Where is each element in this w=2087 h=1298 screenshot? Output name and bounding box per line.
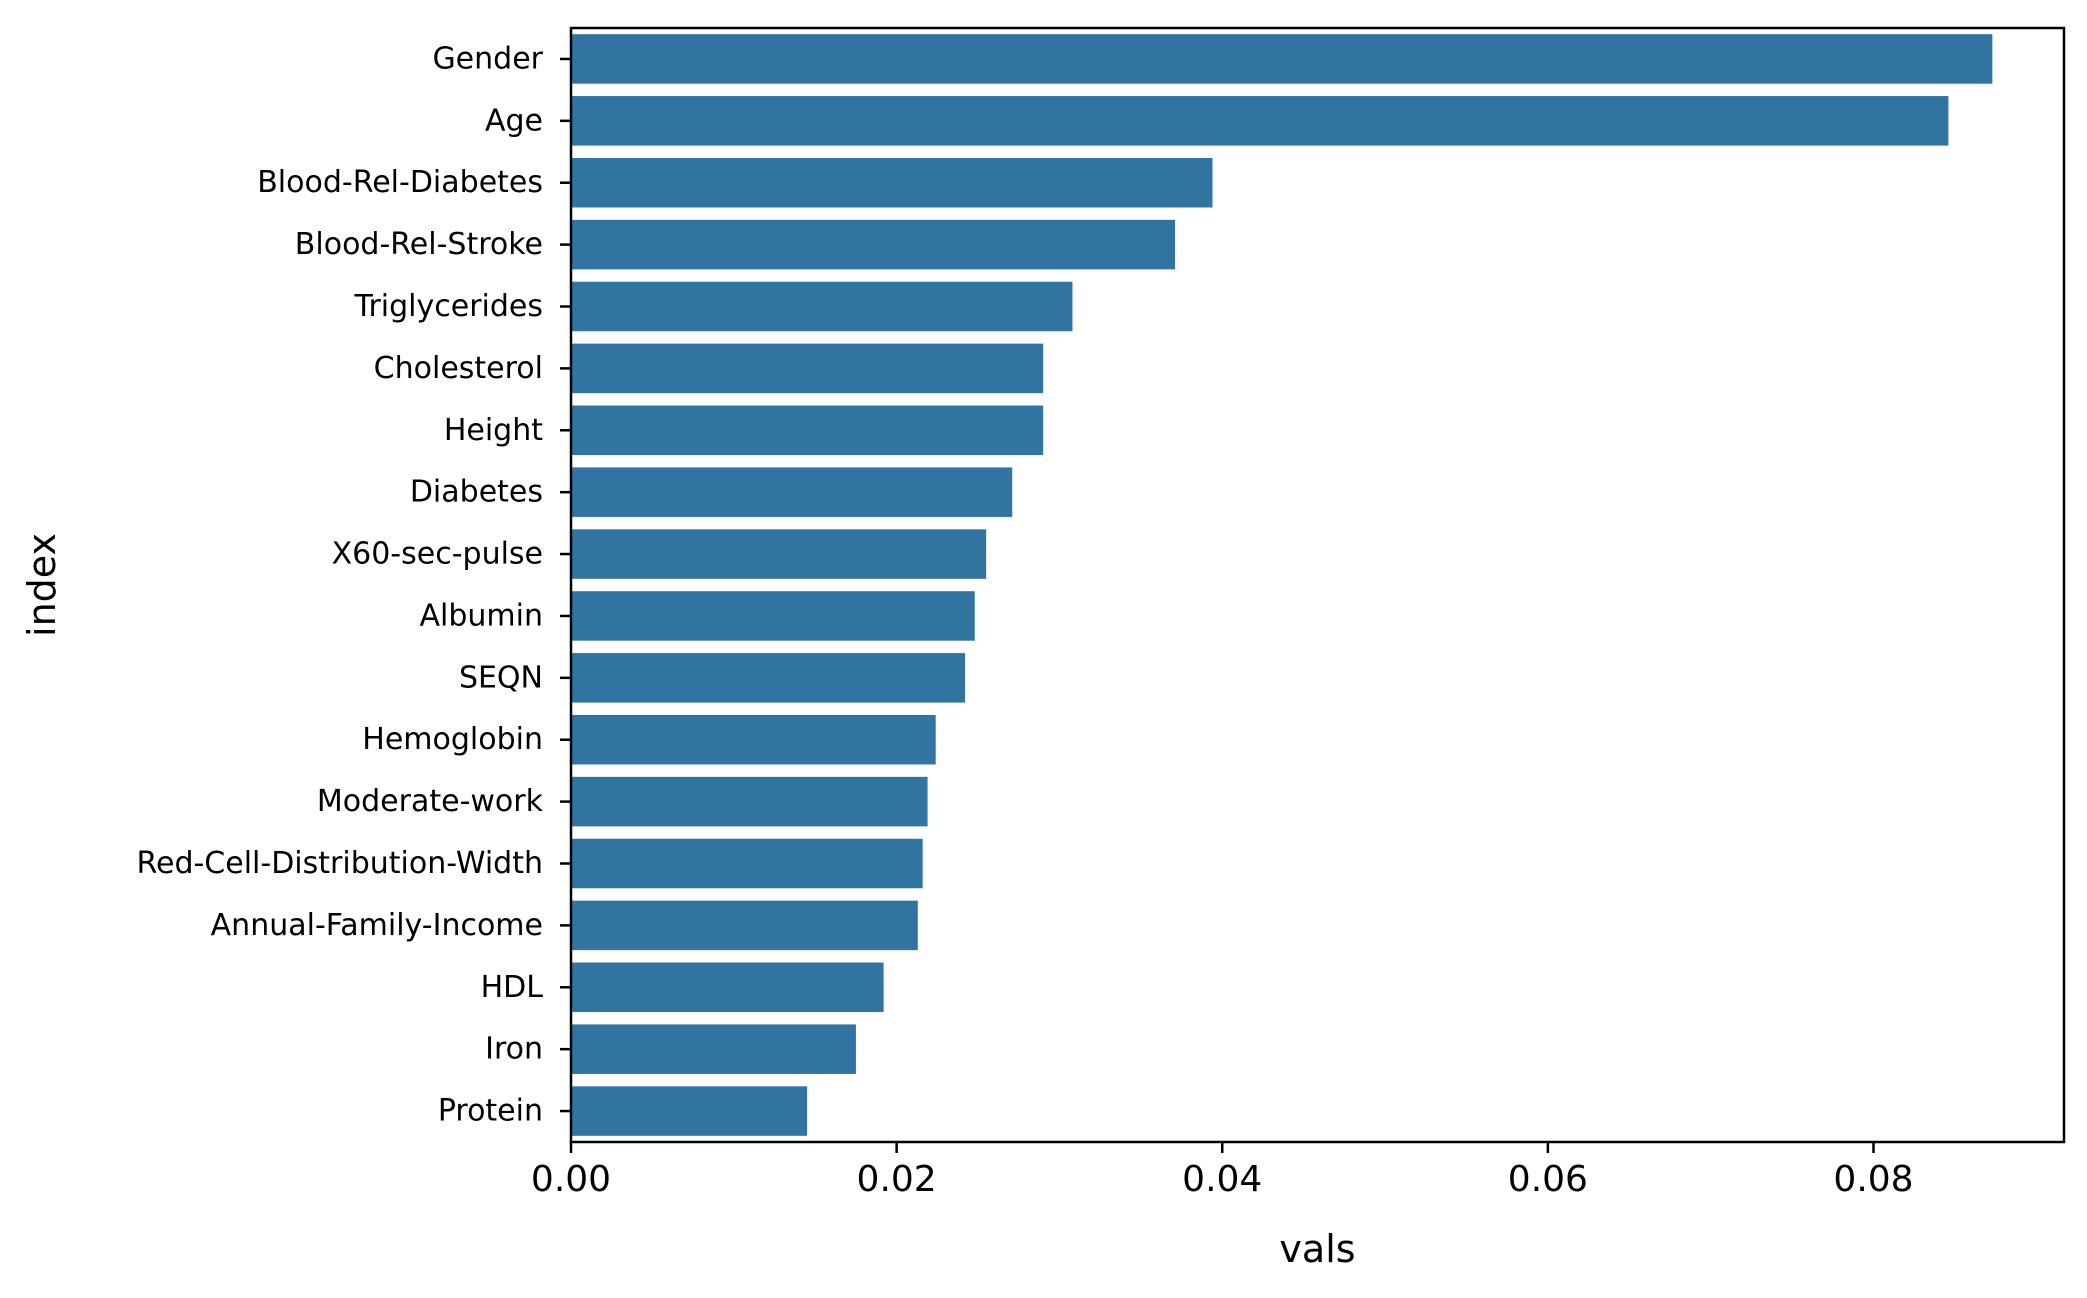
bar-hdl — [571, 962, 884, 1013]
bar-hemoglobin — [571, 714, 936, 765]
y-tick-label: Red-Cell-Distribution-Width — [136, 846, 543, 881]
y-tick-label: Age — [485, 103, 543, 138]
y-tick-label: Height — [444, 413, 543, 448]
y-tick-label: Albumin — [420, 598, 544, 633]
y-tick-label: Annual-Family-Income — [211, 908, 543, 943]
y-tick-label: Cholesterol — [374, 351, 543, 386]
bar-triglycerides — [571, 281, 1073, 332]
x-tick-label: 0.04 — [1182, 1159, 1262, 1200]
y-axis-title: index — [20, 533, 64, 637]
y-tick-label: Protein — [438, 1094, 543, 1129]
y-tick-label: Triglycerides — [354, 289, 543, 324]
bar-gender — [571, 34, 1993, 84]
y-tick-label: Diabetes — [410, 475, 543, 510]
y-tick-label: X60-sec-pulse — [332, 537, 543, 572]
x-tick-label: 0.00 — [531, 1159, 611, 1200]
y-tick-label: Blood-Rel-Stroke — [295, 227, 543, 262]
y-tick-label: Moderate-work — [317, 784, 544, 819]
x-tick-label: 0.02 — [857, 1159, 937, 1200]
bars-group — [571, 34, 1993, 1136]
y-tick-label: Gender — [432, 41, 543, 76]
bar-seqn — [571, 653, 966, 703]
bar-albumin — [571, 591, 975, 641]
bar-height — [571, 405, 1044, 456]
y-tick-label: Iron — [485, 1032, 543, 1067]
x-tick-label: 0.08 — [1833, 1159, 1913, 1200]
y-tick-label: Blood-Rel-Diabetes — [257, 165, 543, 200]
bar-blood-rel-stroke — [571, 219, 1176, 270]
bar-diabetes — [571, 467, 1013, 517]
x-axis-title: vals — [1279, 1227, 1355, 1271]
x-tick-label: 0.06 — [1508, 1159, 1588, 1200]
x-axis-ticks: 0.00 0.02 0.04 0.06 0.08 — [531, 1142, 1914, 1200]
bar-annual-family-income — [571, 900, 918, 951]
y-tick-label: SEQN — [459, 660, 543, 695]
y-tick-label: HDL — [481, 970, 544, 1005]
bar-age — [571, 96, 1949, 146]
y-axis-ticks: Gender Age Blood-Rel-Diabetes Blood-Rel-Str… — [136, 41, 571, 1129]
bar-protein — [571, 1086, 808, 1136]
y-tick-label: Hemoglobin — [362, 722, 543, 757]
bar-moderate-work — [571, 776, 928, 827]
bar-blood-rel-diabetes — [571, 157, 1213, 208]
bar-x60-sec-pulse — [571, 529, 987, 579]
bar-cholesterol — [571, 343, 1044, 394]
plot-frame — [569, 26, 2066, 1144]
bar-red-cell-distribution-width — [571, 838, 923, 889]
bar-iron — [571, 1024, 856, 1074]
